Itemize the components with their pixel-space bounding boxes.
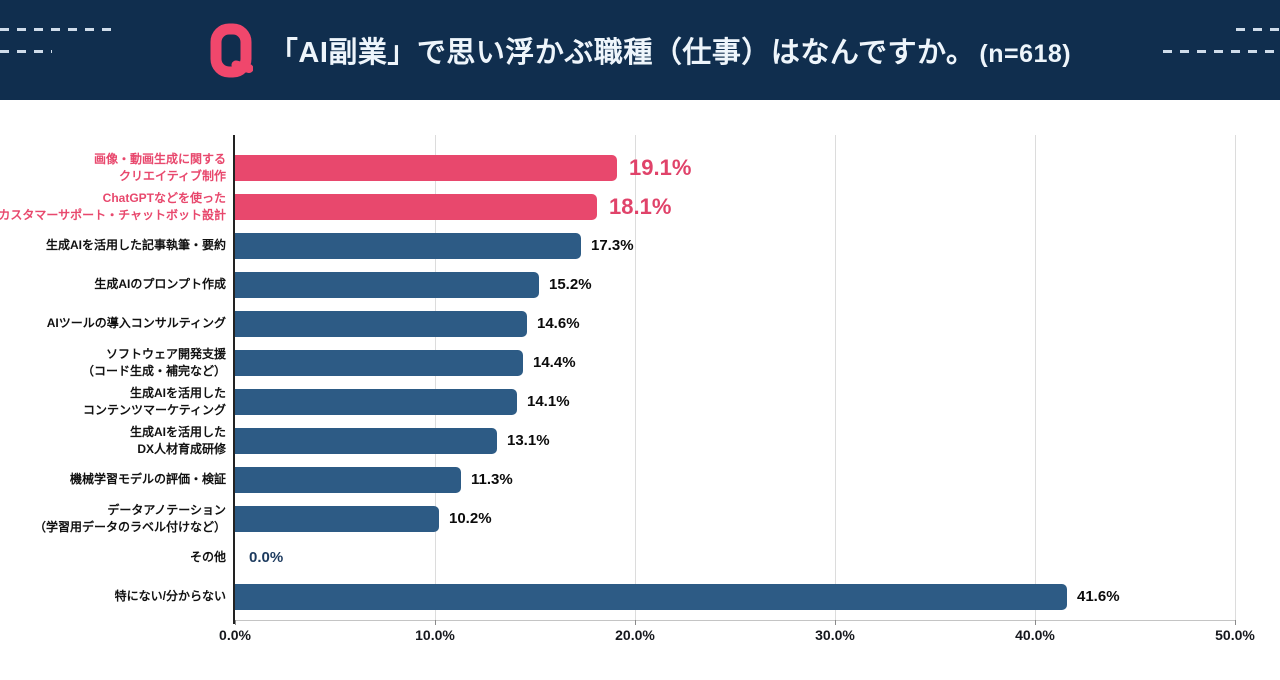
dash-decoration-top-right-1 [1236, 28, 1280, 31]
header-banner: 「AI副業」で思い浮かぶ職種（仕事）はなんですか。 (n=618) [0, 0, 1280, 100]
bar-row: 機械学習モデルの評価・検証 11.3% [70, 460, 1235, 499]
bar [235, 193, 597, 220]
category-label: AIツールの導入コンサルティング [46, 316, 226, 331]
value-label: 15.2% [549, 276, 592, 293]
bar-row: 生成AIのプロンプト作成 15.2% [94, 265, 1235, 304]
y-axis-line [233, 135, 235, 624]
bar-rows: 画像・動画生成に関する クリエイティブ制作 19.1% ChatGPTなどを使った … [0, 148, 1235, 616]
bar-row: ChatGPTなどを使った カスタマーサポート・チャットボット設計 18.1% [0, 187, 1235, 226]
bar [235, 388, 517, 415]
x-tickmark-30 [834, 620, 836, 625]
value-label: 0.0% [249, 549, 284, 566]
value-label: 41.6% [1077, 588, 1120, 605]
dash-decoration-top-left-2 [0, 50, 52, 53]
value-label: 19.1% [629, 154, 692, 180]
x-axis-tick-labels: 0.0% 10.0% 20.0% 30.0% 40.0% 50.0% [219, 627, 1255, 647]
bar-chart: 画像・動画生成に関する クリエイティブ制作 19.1% ChatGPTなどを使った … [0, 100, 1280, 680]
bar [235, 154, 617, 181]
category-label: 生成AIを活用した記事執筆・要約 [45, 238, 226, 253]
value-label: 14.1% [527, 393, 570, 410]
category-label: ソフトウェア開発支援 （コード生成・補完など） [81, 347, 226, 378]
category-label: 生成AIを活用した DX人材育成研修 [129, 425, 226, 456]
bar [235, 505, 439, 532]
bar [235, 349, 523, 376]
category-label: 特にない/分からない [114, 589, 226, 604]
x-tickmark-10 [434, 620, 436, 625]
title-group: 「AI副業」で思い浮かぶ職種（仕事）はなんですか。 (n=618) [0, 0, 1280, 100]
category-label: データアノテーション （学習用データのラベル付けなど） [33, 503, 226, 534]
x-tickmark-40 [1034, 620, 1036, 625]
x-tick-label-50: 50.0% [1215, 627, 1255, 643]
bar-row: データアノテーション （学習用データのラベル付けなど） 10.2% [34, 499, 1235, 538]
dash-decoration-top-right-2 [1163, 50, 1280, 53]
value-label: 14.6% [537, 315, 580, 332]
x-tickmark-0 [234, 620, 236, 625]
category-label: 機械学習モデルの評価・検証 [69, 472, 226, 487]
bar [235, 310, 527, 337]
sample-size: (n=618) [979, 40, 1072, 68]
x-tick-label-30: 30.0% [815, 627, 855, 643]
page-title: 「AI副業」で思い浮かぶ職種（仕事）はなんですか。 (n=618) [269, 29, 1071, 71]
x-tickmark-50 [1234, 620, 1236, 625]
bar-row: 生成AIを活用した コンテンツマーケティング 14.1% [83, 382, 1235, 421]
bar-row: その他 0.0% [190, 538, 1235, 577]
value-label: 10.2% [449, 510, 492, 527]
value-label: 13.1% [507, 432, 550, 449]
category-label: 画像・動画生成に関する クリエイティブ制作 [93, 152, 226, 183]
bar-row: 生成AIを活用した記事執筆・要約 17.3% [46, 226, 1235, 265]
bar [235, 427, 497, 454]
bar-row: AIツールの導入コンサルティング 14.6% [47, 304, 1235, 343]
bar [235, 271, 539, 298]
value-label: 17.3% [591, 237, 634, 254]
gridline-50 [1235, 135, 1236, 620]
bar [235, 232, 581, 259]
bar-row: 画像・動画生成に関する クリエイティブ制作 19.1% [94, 148, 1235, 187]
x-tickmark-20 [634, 620, 636, 625]
category-label: 生成AIを活用した コンテンツマーケティング [82, 386, 226, 417]
x-tick-label-40: 40.0% [1015, 627, 1055, 643]
gridline-10 [435, 135, 436, 620]
bar [235, 583, 1067, 610]
x-tick-label-20: 20.0% [615, 627, 655, 643]
bar-row: ソフトウェア開発支援 （コード生成・補完など） 14.4% [82, 343, 1235, 382]
value-label: 11.3% [471, 471, 513, 488]
bar-row: 生成AIを活用した DX人材育成研修 13.1% [130, 421, 1235, 460]
category-label: 生成AIのプロンプト作成 [94, 277, 226, 292]
x-tick-label-10: 10.0% [415, 627, 455, 643]
gridline-40 [1035, 135, 1036, 620]
gridline-20 [635, 135, 636, 620]
bar-row: 特にない/分からない 41.6% [115, 577, 1235, 616]
q-mark-logo-icon [210, 23, 253, 78]
dash-decoration-top-left-1 [0, 28, 112, 31]
gridline-30 [835, 135, 836, 620]
bar [235, 466, 461, 493]
value-label: 18.1% [609, 193, 672, 219]
page-title-text: 「AI副業」で思い浮かぶ職種（仕事）はなんですか。 [268, 37, 976, 69]
plot-area: 画像・動画生成に関する クリエイティブ制作 19.1% ChatGPTなどを使った … [0, 135, 1236, 625]
x-tick-label-0: 0.0% [219, 627, 251, 643]
value-label: 14.4% [533, 354, 576, 371]
category-label: その他 [189, 550, 226, 565]
category-label: ChatGPTなどを使った カスタマーサポート・チャットボット設計 [0, 191, 226, 222]
